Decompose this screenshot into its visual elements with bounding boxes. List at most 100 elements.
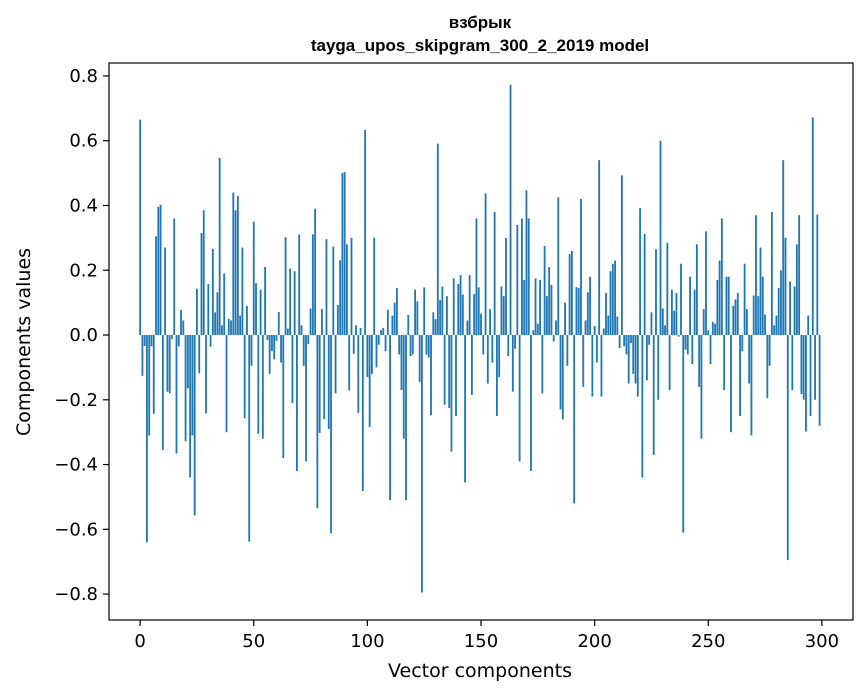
y-tick-label: 0.0 <box>69 325 98 346</box>
bar-16 <box>175 335 178 454</box>
bar-274 <box>761 276 764 336</box>
bar-22 <box>189 335 192 478</box>
bar-108 <box>384 335 387 352</box>
bar-224 <box>648 335 651 345</box>
bar-69 <box>296 335 298 472</box>
bar-179 <box>545 296 548 336</box>
bar-244 <box>693 289 696 336</box>
bar-25 <box>196 288 198 336</box>
bar-264 <box>739 335 741 416</box>
bar-59 <box>273 335 276 360</box>
bar-204 <box>602 328 605 336</box>
bar-117 <box>405 335 407 501</box>
bar-183 <box>555 320 557 336</box>
bar-46 <box>243 335 246 419</box>
bar-212 <box>620 175 623 336</box>
bar-297 <box>814 335 816 400</box>
bar-228 <box>657 335 660 400</box>
bar-218 <box>634 335 637 384</box>
bar-132 <box>439 300 442 336</box>
bar-49 <box>250 335 253 366</box>
bar-87 <box>336 304 339 336</box>
bar-160 <box>502 296 505 336</box>
bar-8 <box>157 206 160 336</box>
bar-261 <box>732 305 735 336</box>
bar-233 <box>668 335 671 391</box>
bar-20 <box>184 335 187 442</box>
y-tick-label: −0.4 <box>54 455 98 476</box>
bar-30 <box>207 284 210 336</box>
bar-208 <box>611 263 614 336</box>
chart-subtitle: tayga_upos_skipgram_300_2_2019 model <box>311 36 649 55</box>
x-tick-label: 200 <box>577 631 611 652</box>
bar-61 <box>277 312 280 336</box>
bar-293 <box>805 335 807 432</box>
bar-139 <box>455 335 457 416</box>
bar-298 <box>816 214 819 336</box>
bar-230 <box>661 308 664 336</box>
bar-207 <box>609 271 612 336</box>
bar-94 <box>352 335 355 354</box>
bar-258 <box>725 276 728 336</box>
bar-35 <box>218 157 221 336</box>
bar-129 <box>432 312 435 336</box>
plot-frame <box>108 62 854 621</box>
bar-163 <box>509 84 512 336</box>
bar-153 <box>486 335 489 384</box>
bar-51 <box>255 283 257 336</box>
bar-28 <box>202 210 205 336</box>
bar-33 <box>214 312 217 336</box>
bar-70 <box>298 234 301 336</box>
bar-76 <box>311 234 314 336</box>
x-tick-label: 250 <box>691 631 725 652</box>
bar-284 <box>784 237 787 336</box>
bar-133 <box>441 286 444 336</box>
x-tick-label: 150 <box>464 631 498 652</box>
bar-199 <box>591 335 594 397</box>
bar-89 <box>341 173 344 336</box>
y-tick-label: 0.8 <box>69 66 98 87</box>
bar-185 <box>559 335 562 410</box>
bar-260 <box>730 335 732 433</box>
bar-52 <box>257 335 260 434</box>
bar-247 <box>700 335 703 439</box>
bar-34 <box>216 292 219 336</box>
y-tick-label: 0.6 <box>69 131 98 152</box>
bar-12 <box>166 335 169 392</box>
bar-181 <box>550 284 553 336</box>
x-axis-ticks: 0 50 100 150 200 250 300 <box>134 620 839 652</box>
bar-119 <box>409 335 412 357</box>
bar-215 <box>627 335 630 384</box>
bar-142 <box>461 294 464 336</box>
bar-115 <box>400 335 403 391</box>
bar-269 <box>750 335 753 436</box>
bar-170 <box>525 190 528 336</box>
bar-45 <box>241 247 244 336</box>
bar-283 <box>782 160 785 336</box>
bar-186 <box>561 335 564 420</box>
bar-161 <box>505 237 507 336</box>
bar-124 <box>421 335 423 593</box>
bar-93 <box>350 237 353 336</box>
bar-263 <box>736 292 739 336</box>
bar-147 <box>473 293 476 336</box>
bar-277 <box>768 335 771 366</box>
bar-106 <box>380 330 382 336</box>
bar-265 <box>741 335 744 352</box>
bar-40 <box>230 320 232 336</box>
bar-295 <box>809 335 812 416</box>
bar-95 <box>355 325 357 336</box>
bar-271 <box>755 215 757 336</box>
bar-168 <box>521 218 523 336</box>
bar-182 <box>552 335 555 342</box>
bar-211 <box>618 335 621 348</box>
bar-151 <box>482 335 485 355</box>
bar-210 <box>616 316 619 336</box>
bar-19 <box>182 320 185 336</box>
bar-285 <box>786 335 789 561</box>
bar-164 <box>511 335 514 392</box>
bar-4 <box>148 335 151 436</box>
bar-88 <box>339 260 342 336</box>
bar-192 <box>575 287 578 336</box>
bar-116 <box>402 335 405 439</box>
